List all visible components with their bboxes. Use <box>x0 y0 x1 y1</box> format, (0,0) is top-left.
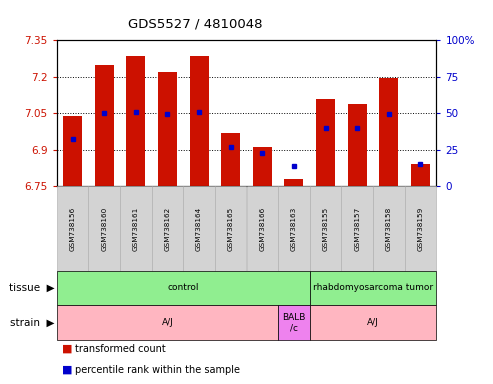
Text: GSM738161: GSM738161 <box>133 206 139 251</box>
Text: A/J: A/J <box>162 318 174 327</box>
Bar <box>126 56 145 186</box>
Text: GSM738156: GSM738156 <box>70 206 75 251</box>
Bar <box>189 56 209 186</box>
Text: GSM738160: GSM738160 <box>101 206 107 251</box>
Text: GSM738158: GSM738158 <box>386 206 392 251</box>
Bar <box>63 116 82 186</box>
Text: GDS5527 / 4810048: GDS5527 / 4810048 <box>128 17 263 30</box>
Text: BALB
/c: BALB /c <box>282 313 306 332</box>
Text: GSM738155: GSM738155 <box>322 206 329 251</box>
Text: tissue  ▶: tissue ▶ <box>8 283 54 293</box>
Text: percentile rank within the sample: percentile rank within the sample <box>75 365 241 375</box>
Text: control: control <box>168 283 199 293</box>
Text: strain  ▶: strain ▶ <box>10 318 54 328</box>
Text: GSM738159: GSM738159 <box>418 206 423 251</box>
Text: GSM738162: GSM738162 <box>164 206 171 251</box>
Bar <box>284 179 304 186</box>
Bar <box>411 164 430 186</box>
Text: GSM738164: GSM738164 <box>196 206 202 251</box>
Bar <box>221 133 240 186</box>
Text: GSM738165: GSM738165 <box>228 206 234 251</box>
Text: GSM738163: GSM738163 <box>291 206 297 251</box>
Text: ■: ■ <box>62 365 72 375</box>
Text: GSM738157: GSM738157 <box>354 206 360 251</box>
Bar <box>348 104 367 186</box>
Bar <box>316 99 335 186</box>
Text: ■: ■ <box>62 344 72 354</box>
Bar <box>158 72 177 186</box>
Bar <box>95 65 113 186</box>
Bar <box>253 147 272 186</box>
Bar <box>380 78 398 186</box>
Text: GSM738166: GSM738166 <box>259 206 265 251</box>
Text: transformed count: transformed count <box>75 344 166 354</box>
Text: rhabdomyosarcoma tumor: rhabdomyosarcoma tumor <box>313 283 433 293</box>
Text: A/J: A/J <box>367 318 379 327</box>
